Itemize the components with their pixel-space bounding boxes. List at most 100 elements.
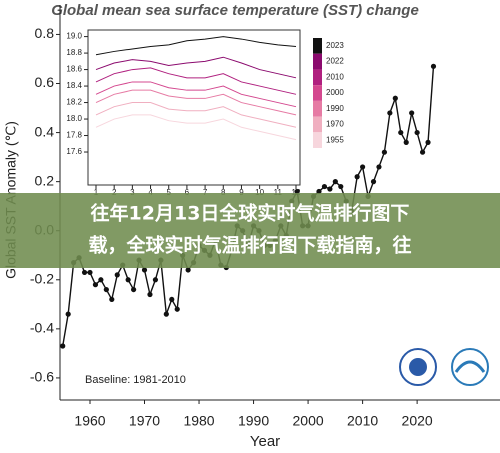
- data-point: [370, 179, 377, 185]
- x-tick-label: 7: [203, 188, 208, 197]
- data-point: [87, 269, 93, 276]
- x-tick-label: 2000: [293, 413, 324, 429]
- banner-text: 往年12月13日全球实时气温排行图下: [91, 202, 410, 225]
- series-line: [95, 81, 297, 108]
- x-tick-label: 10: [255, 188, 264, 197]
- y-tick-label: -0.6: [30, 369, 54, 385]
- x-tick-label: 12: [292, 188, 301, 197]
- y-tick-label: 18.4: [66, 81, 82, 90]
- x-tick-label: 11: [274, 188, 283, 197]
- data-point: [163, 311, 169, 317]
- data-point: [354, 174, 360, 180]
- data-point: [332, 179, 338, 185]
- series-line: [95, 56, 297, 79]
- legend-swatch: [313, 53, 322, 70]
- data-point: [125, 277, 131, 283]
- x-tick-label: 8: [221, 188, 226, 197]
- data-point: [81, 269, 88, 276]
- x-tick-label: 1980: [183, 413, 214, 429]
- x-tick-label: 4: [148, 188, 153, 197]
- x-tick-label: 1970: [129, 413, 160, 429]
- inset-frame: [87, 29, 301, 186]
- x-tick-label: 1960: [74, 413, 105, 429]
- data-point: [174, 306, 180, 312]
- data-point: [294, 188, 300, 195]
- data-point: [338, 183, 344, 190]
- data-point: [60, 343, 66, 349]
- legend-label: 1990: [326, 104, 344, 113]
- chart-title: Global mean sea surface temperature (SST…: [51, 2, 419, 19]
- data-point: [152, 277, 159, 283]
- x-tick-label: 2020: [402, 413, 433, 429]
- data-point: [381, 149, 388, 155]
- data-point: [103, 286, 109, 293]
- y-tick-label: 0.6: [35, 74, 55, 90]
- series-line: [95, 89, 297, 116]
- data-point: [131, 286, 137, 293]
- legend-swatch: [313, 85, 322, 101]
- legend-swatch: [313, 116, 322, 133]
- x-tick-label: 2010: [347, 413, 378, 429]
- y-tick-label: 17.6: [66, 147, 82, 156]
- legend-label: 2023: [326, 41, 344, 50]
- logos: [399, 348, 489, 386]
- legend-swatch: [313, 38, 322, 54]
- y-tick-label: 18.8: [66, 48, 82, 57]
- y-tick-label: 18.2: [66, 98, 82, 107]
- data-point: [376, 164, 382, 170]
- legend-label: 2022: [326, 57, 344, 66]
- y-tick-label: 19.0: [66, 32, 82, 41]
- y-tick-label: 17.8: [66, 131, 82, 140]
- legend-label: 1970: [326, 120, 344, 129]
- data-point: [409, 110, 415, 116]
- x-tick-label: 6: [185, 188, 190, 197]
- logo: [454, 360, 486, 373]
- annotation: Baseline: 1981-2010: [85, 374, 186, 386]
- logo: [409, 358, 427, 376]
- x-tick-label: 9: [239, 188, 244, 197]
- data-point: [403, 139, 409, 145]
- x-tick-label: 3: [130, 188, 135, 197]
- data-point: [360, 164, 366, 170]
- data-point: [141, 267, 148, 273]
- x-axis-label: Year: [250, 433, 280, 450]
- x-tick-label: 2: [112, 188, 117, 197]
- data-point: [387, 110, 393, 116]
- data-point: [414, 129, 420, 136]
- data-point: [65, 311, 71, 317]
- data-point: [392, 95, 398, 101]
- series-line: [95, 102, 297, 128]
- x-tick-label: 5: [167, 188, 172, 197]
- data-point: [109, 296, 115, 303]
- data-point: [430, 63, 437, 69]
- data-point: [92, 282, 99, 288]
- series-line: [95, 114, 297, 141]
- logo: [451, 348, 489, 386]
- legend-label: 2000: [326, 88, 344, 97]
- series-line: [95, 36, 297, 56]
- data-point: [147, 291, 153, 298]
- y-tick-label: -0.4: [30, 320, 54, 336]
- y-tick-label: 0.4: [35, 123, 55, 139]
- data-point: [327, 186, 333, 192]
- legend-label: 1955: [326, 135, 344, 144]
- y-tick-label: 18.0: [66, 114, 82, 123]
- data-point: [114, 272, 120, 278]
- legend-swatch: [313, 100, 322, 117]
- x-tick-label: 1990: [238, 413, 269, 429]
- y-tick-label: 0.2: [35, 172, 55, 188]
- data-point: [185, 267, 191, 273]
- x-tick-label: 1: [94, 188, 99, 197]
- legend-swatch: [313, 69, 322, 86]
- y-tick-label: 18.6: [66, 65, 82, 74]
- y-tick-label: 0.8: [35, 25, 55, 41]
- legend-label: 2010: [326, 72, 344, 81]
- data-point: [425, 139, 431, 145]
- data-point: [321, 183, 328, 190]
- data-point: [316, 188, 322, 195]
- y-tick-label: -0.2: [30, 270, 54, 286]
- data-point: [98, 277, 104, 283]
- series-line: [95, 67, 297, 95]
